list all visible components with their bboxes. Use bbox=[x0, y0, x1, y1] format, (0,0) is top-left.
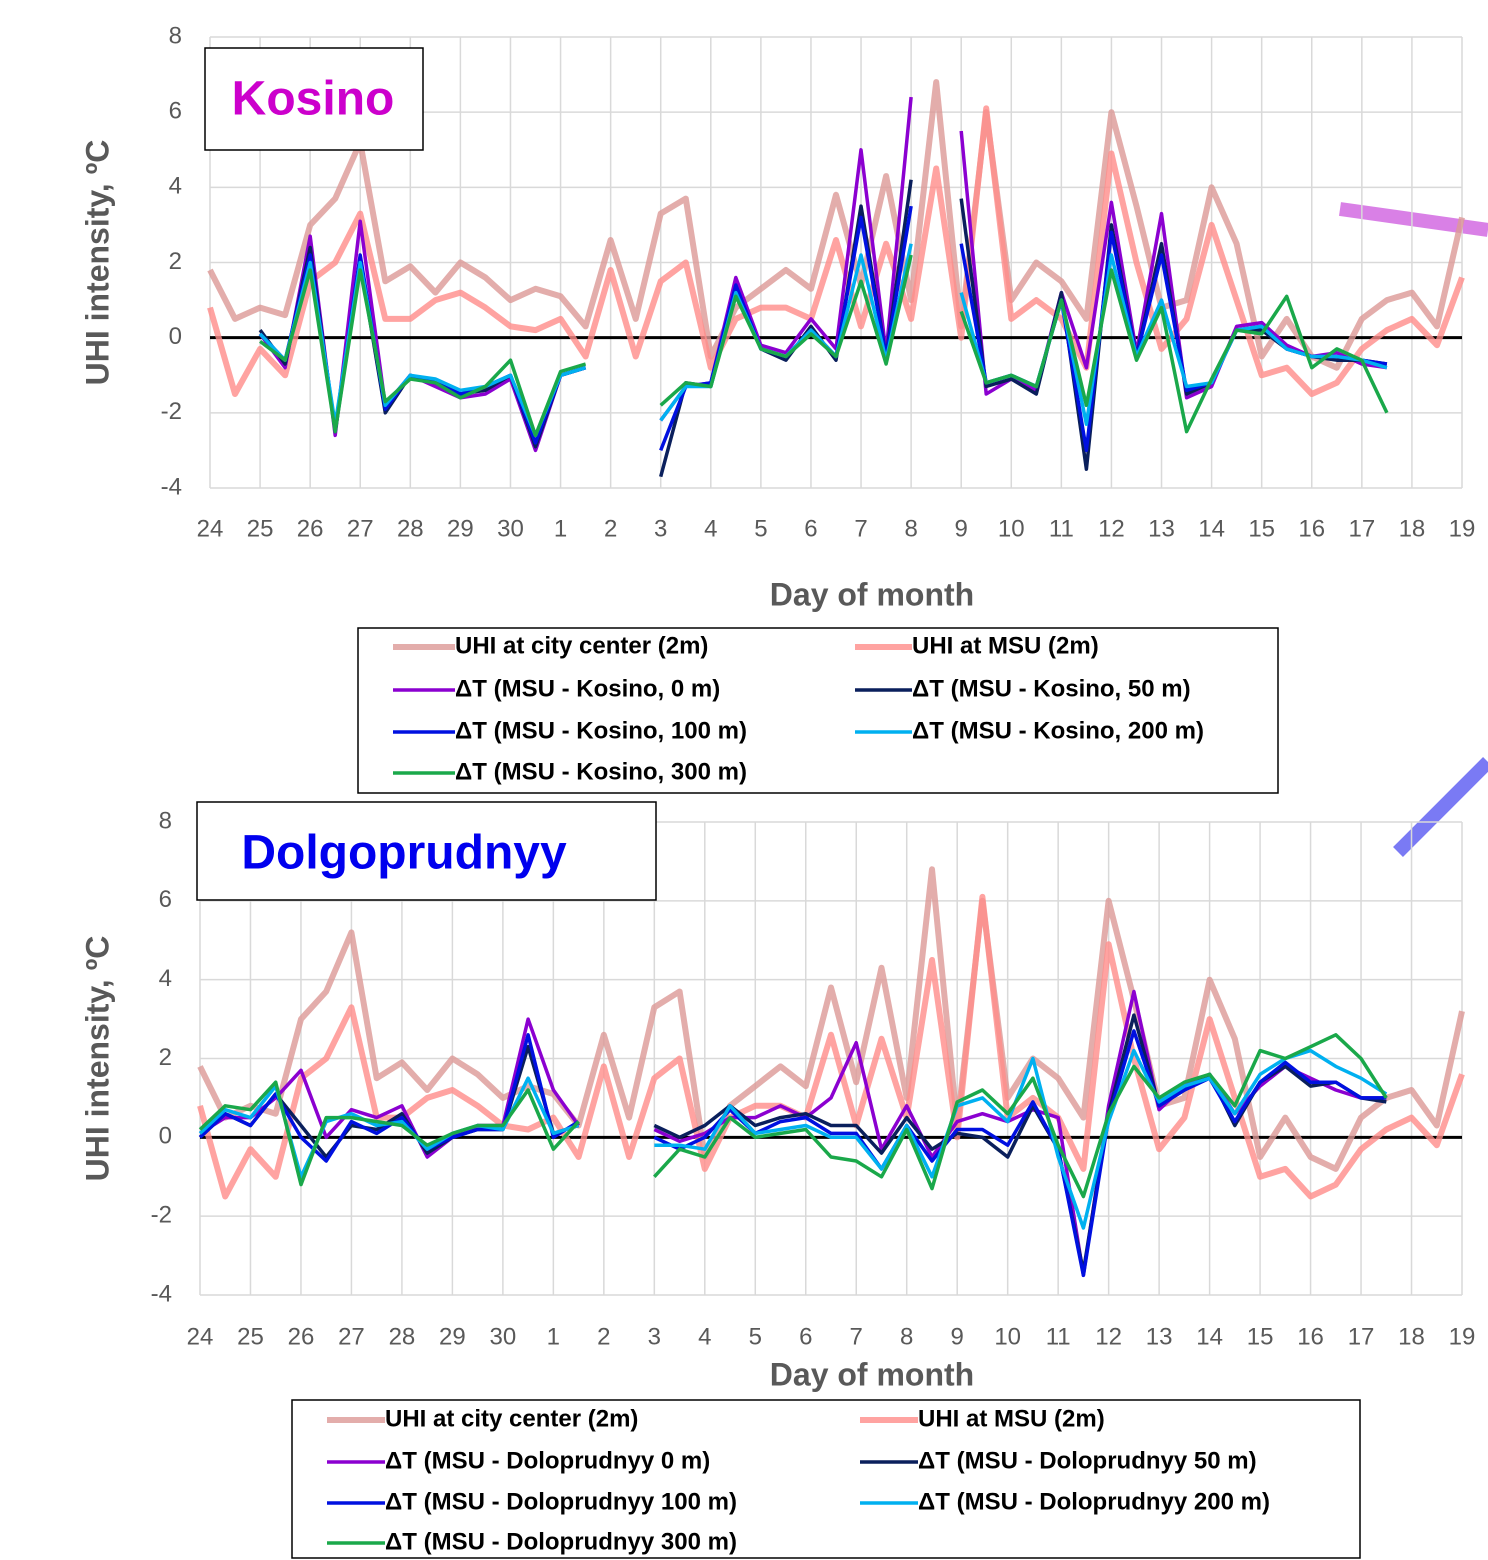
legend-label: UHI at MSU (2m) bbox=[918, 1405, 1105, 1432]
x-tick-label: 9 bbox=[951, 1323, 964, 1350]
x-tick-label: 17 bbox=[1348, 1323, 1375, 1350]
x-tick-label: 28 bbox=[397, 515, 424, 542]
x-tick-label: 6 bbox=[799, 1323, 812, 1350]
x-tick-label: 15 bbox=[1247, 1323, 1274, 1350]
legend-label: ΔT (MSU - Kosino, 50 m) bbox=[912, 675, 1191, 702]
legend-label: ΔT (MSU - Doloprudnyy 300 m) bbox=[385, 1528, 737, 1555]
x-tick-label: 14 bbox=[1198, 515, 1225, 542]
chart-title: Kosino bbox=[232, 73, 395, 126]
x-tick-label: 4 bbox=[704, 515, 717, 542]
title-box bbox=[196, 801, 657, 901]
decor-stroke bbox=[1339, 202, 1488, 237]
x-tick-label: 12 bbox=[1098, 515, 1125, 542]
y-tick-label: 4 bbox=[169, 173, 182, 200]
x-tick-label: 10 bbox=[994, 1323, 1021, 1350]
x-tick-label: 26 bbox=[297, 515, 324, 542]
legend-label: UHI at city center (2m) bbox=[385, 1405, 638, 1432]
y-tick-label: -4 bbox=[161, 473, 182, 500]
legend-box bbox=[291, 1399, 1361, 1559]
legend-label: UHI at MSU (2m) bbox=[912, 632, 1099, 659]
x-tick-label: 12 bbox=[1095, 1323, 1122, 1350]
x-tick-label: 3 bbox=[654, 515, 667, 542]
x-tick-label: 17 bbox=[1348, 515, 1375, 542]
y-tick-label: -2 bbox=[161, 398, 182, 425]
x-tick-label: 2 bbox=[597, 1323, 610, 1350]
x-tick-label: 29 bbox=[447, 515, 474, 542]
x-tick-label: 3 bbox=[648, 1323, 661, 1350]
y-tick-label: -2 bbox=[151, 1202, 172, 1229]
x-tick-label: 27 bbox=[338, 1323, 365, 1350]
x-tick-label: 18 bbox=[1398, 1323, 1425, 1350]
x-tick-label: 19 bbox=[1449, 1323, 1476, 1350]
x-tick-label: 25 bbox=[237, 1323, 264, 1350]
x-tick-label: 9 bbox=[955, 515, 968, 542]
legend-label: ΔT (MSU - Kosino, 300 m) bbox=[455, 758, 747, 785]
y-tick-label: 8 bbox=[169, 22, 182, 49]
x-tick-label: 30 bbox=[490, 1323, 517, 1350]
x-tick-label: 26 bbox=[288, 1323, 315, 1350]
x-tick-label: 11 bbox=[1049, 515, 1074, 542]
x-tick-label: 16 bbox=[1298, 515, 1325, 542]
title-box bbox=[204, 47, 424, 151]
data-line bbox=[207, 79, 1465, 371]
x-tick-label: 5 bbox=[754, 515, 767, 542]
y-tick-label: 6 bbox=[159, 886, 172, 913]
x-tick-label: 6 bbox=[804, 515, 817, 542]
x-tick-label: 2 bbox=[604, 515, 617, 542]
x-tick-label: 25 bbox=[247, 515, 274, 542]
x-tick-label: 24 bbox=[197, 515, 224, 542]
data-line bbox=[207, 105, 1465, 397]
x-tick-label: 18 bbox=[1399, 515, 1426, 542]
x-tick-label: 11 bbox=[1046, 1323, 1071, 1350]
y-axis-title: UHI intensity, ºC bbox=[79, 936, 115, 1182]
legend-label: ΔT (MSU - Kosino, 100 m) bbox=[455, 717, 747, 744]
y-tick-label: -4 bbox=[151, 1280, 172, 1307]
y-tick-label: 2 bbox=[169, 248, 182, 275]
x-tick-label: 15 bbox=[1248, 515, 1275, 542]
data-line bbox=[197, 893, 1465, 1200]
x-tick-label: 10 bbox=[998, 515, 1025, 542]
legend-label: ΔT (MSU - Doloprudnyy 100 m) bbox=[385, 1488, 737, 1515]
x-tick-label: 19 bbox=[1449, 515, 1476, 542]
x-tick-label: 13 bbox=[1146, 1323, 1173, 1350]
legend-label: ΔT (MSU - Kosino, 0 m) bbox=[455, 675, 720, 702]
x-tick-label: 27 bbox=[347, 515, 374, 542]
x-tick-label: 14 bbox=[1196, 1323, 1223, 1350]
y-tick-label: 0 bbox=[159, 1123, 172, 1150]
x-tick-label: 13 bbox=[1148, 515, 1175, 542]
legend-label: ΔT (MSU - Kosino, 200 m) bbox=[912, 717, 1204, 744]
x-tick-label: 16 bbox=[1297, 1323, 1324, 1350]
chart-title: Dolgoprudnyy bbox=[241, 827, 567, 880]
y-tick-label: 0 bbox=[169, 323, 182, 350]
x-tick-label: 29 bbox=[439, 1323, 466, 1350]
x-tick-label: 28 bbox=[389, 1323, 416, 1350]
x-tick-label: 5 bbox=[749, 1323, 762, 1350]
legend-label: ΔT (MSU - Doloprudnyy 50 m) bbox=[918, 1447, 1257, 1474]
y-axis-title: UHI intensity, ºC bbox=[79, 140, 115, 386]
x-tick-label: 8 bbox=[904, 515, 917, 542]
y-tick-label: 8 bbox=[159, 807, 172, 834]
legend-box bbox=[357, 627, 1279, 794]
y-tick-label: 4 bbox=[159, 965, 172, 992]
x-axis-title: Day of month bbox=[770, 576, 974, 612]
data-line bbox=[197, 866, 1465, 1172]
x-tick-label: 24 bbox=[187, 1323, 214, 1350]
y-tick-label: 2 bbox=[159, 1044, 172, 1071]
legend-label: ΔT (MSU - Doloprudnyy 0 m) bbox=[385, 1447, 710, 1474]
legend-label: ΔT (MSU - Doloprudnyy 200 m) bbox=[918, 1488, 1270, 1515]
x-tick-label: 8 bbox=[900, 1323, 913, 1350]
x-tick-label: 7 bbox=[854, 515, 867, 542]
x-tick-label: 1 bbox=[547, 1323, 560, 1350]
decor-stroke bbox=[1393, 757, 1488, 857]
x-tick-label: 4 bbox=[698, 1323, 711, 1350]
x-tick-label: 7 bbox=[850, 1323, 863, 1350]
x-tick-label: 30 bbox=[497, 515, 524, 542]
legend-label: UHI at city center (2m) bbox=[455, 632, 708, 659]
x-tick-label: 1 bbox=[554, 515, 567, 542]
y-tick-label: 6 bbox=[169, 98, 182, 125]
x-axis-title: Day of month bbox=[770, 1356, 974, 1392]
